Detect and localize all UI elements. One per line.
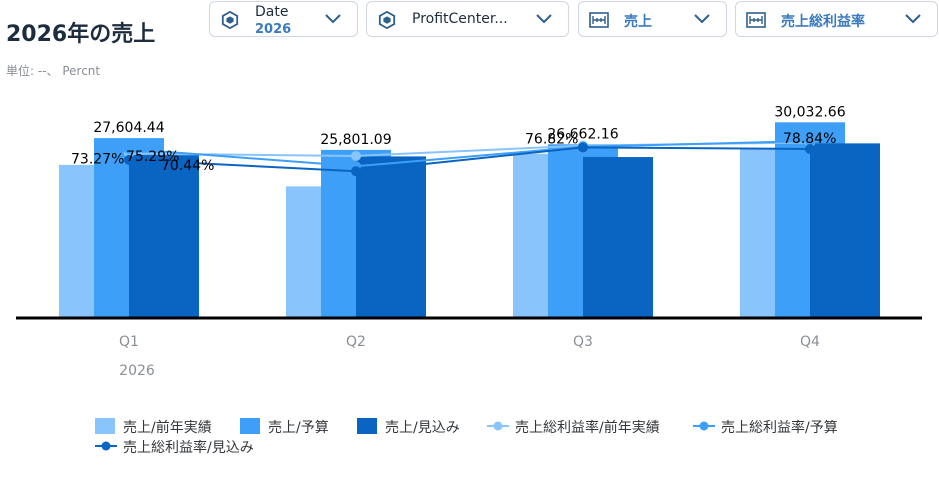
x-tick-label: Q2: [346, 334, 366, 350]
chevron-down-icon[interactable]: [905, 13, 921, 25]
x-group-label: 2026: [119, 363, 155, 379]
gross-margin-measure-filter[interactable]: 売上総利益率: [735, 1, 938, 37]
line-point: [124, 144, 134, 155]
legend-label: 売上総利益率/予算: [721, 420, 838, 436]
legend-line-marker: [95, 441, 117, 451]
legend-label: 売上/予算: [268, 420, 329, 436]
unit-label: 単位: --、 Percnt: [6, 64, 101, 78]
x-tick-label: Q3: [573, 334, 593, 350]
page-title: 2026年の売上: [6, 22, 156, 47]
data-label: 70.44%: [161, 158, 214, 174]
line-point: [578, 142, 588, 153]
bar: [810, 143, 880, 318]
measure-ruler-icon: [589, 12, 609, 28]
line-point: [351, 150, 361, 161]
sales-measure-label: 売上: [624, 14, 652, 30]
data-label: 73.27%: [71, 152, 124, 168]
bar: [129, 155, 199, 318]
line-point: [805, 143, 815, 154]
chevron-down-icon[interactable]: [325, 13, 341, 25]
x-tick-label: Q4: [800, 334, 820, 350]
sales-measure-filter[interactable]: 売上: [578, 1, 727, 37]
gross-margin-measure-label: 売上総利益率: [781, 14, 865, 30]
line-point: [124, 154, 134, 165]
legend-label: 売上/前年実績: [123, 420, 212, 436]
bar: [356, 156, 426, 318]
data-label: 30,032.66: [774, 104, 845, 120]
measure-ruler-icon: [746, 12, 766, 28]
dimension-cube-icon: [221, 11, 239, 29]
data-label: 76.82%: [525, 132, 578, 148]
profit-center-filter[interactable]: ProfitCenter...: [366, 1, 569, 37]
data-label: 27,604.44: [93, 120, 164, 136]
data-label: 78.84%: [783, 131, 836, 147]
legend-line-marker: [487, 421, 509, 431]
date-filter-value: 2026: [255, 22, 292, 37]
legend-swatch: [95, 418, 115, 434]
line-point: [351, 166, 361, 177]
dimension-cube-icon: [378, 11, 396, 29]
series-line: [128, 140, 811, 168]
legend-label: 売上/見込み: [385, 420, 460, 436]
line-point: [805, 136, 815, 147]
sales-chart: 27,604.44 25,801.09 26,662.16 30,032.66 73.2…: [16, 104, 922, 379]
series-line: [128, 146, 811, 173]
legend-swatch: [240, 418, 260, 434]
date-filter[interactable]: Date 2026: [209, 1, 358, 37]
legend-label: 売上総利益率/見込み: [123, 440, 254, 456]
data-label: 75.29%: [126, 149, 179, 165]
date-filter-label: Date: [255, 4, 289, 20]
legend-line-marker: [693, 421, 715, 431]
bar: [583, 157, 653, 318]
chevron-down-icon[interactable]: [536, 13, 552, 25]
profit-center-filter-label: ProfitCenter...: [412, 11, 508, 27]
legend-label: 売上総利益率/前年実績: [515, 420, 660, 436]
legend-swatch: [357, 418, 377, 434]
chevron-down-icon[interactable]: [694, 13, 710, 25]
data-label: 25,801.09: [320, 132, 391, 148]
x-tick-label: Q1: [119, 334, 139, 350]
data-label: 26,662.16: [547, 126, 618, 142]
